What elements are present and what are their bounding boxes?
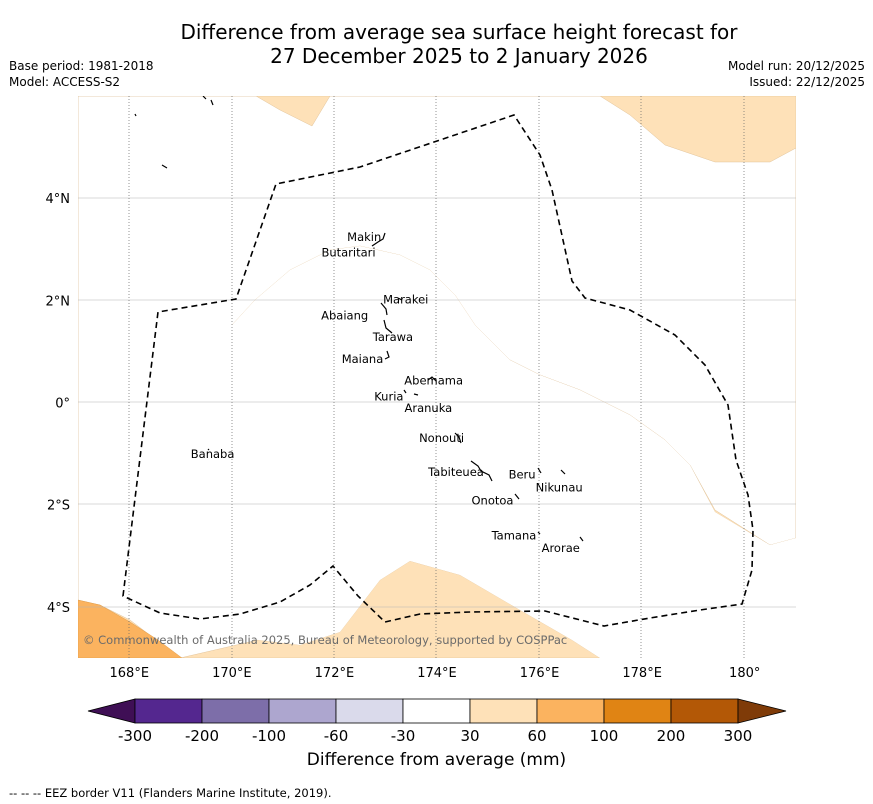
island-label: Butaritari bbox=[321, 246, 375, 260]
lon-tick-label: 168°E bbox=[110, 666, 150, 681]
island-label: Marakei bbox=[383, 292, 428, 306]
colorbar-extend-high bbox=[737, 698, 787, 724]
colorbar-tick-label: -200 bbox=[185, 727, 219, 745]
eez-border bbox=[122, 114, 754, 627]
island-label: Tabiteuea bbox=[427, 465, 484, 479]
island-label: Abaiang bbox=[321, 309, 368, 323]
colorbar-tick-labels: -300 -200 -100 -60 -30 30 60 100 200 300 bbox=[118, 727, 752, 745]
colorbar-tick-label: 300 bbox=[724, 727, 753, 745]
lon-tick-label: 172°E bbox=[315, 666, 355, 681]
eez-footnote: -- -- -- EEZ border V11 (Flanders Marine… bbox=[9, 786, 332, 800]
colorbar-segment bbox=[670, 698, 739, 724]
island-kuria-shape bbox=[403, 389, 407, 394]
meta-left: Base period: 1981-2018 Model: ACCESS-S2 bbox=[9, 58, 154, 90]
issued-date: Issued: 22/12/2025 bbox=[749, 75, 865, 89]
title-line-1: Difference from average sea surface heig… bbox=[180, 20, 738, 44]
island-label: Beru bbox=[509, 467, 536, 481]
colorbar-tick-label: -300 bbox=[118, 727, 152, 745]
colorbar-tick-label: 200 bbox=[657, 727, 686, 745]
lon-tick-label: 170°E bbox=[212, 666, 252, 681]
island-tabiteuea-shape bbox=[470, 460, 493, 482]
island-nikunau-shape bbox=[560, 469, 566, 475]
colorbar-tick-label: 60 bbox=[527, 727, 546, 745]
colorbar-segment bbox=[268, 698, 337, 724]
island-nonouti-shape bbox=[454, 432, 462, 444]
colorbar-tick-label: -60 bbox=[324, 727, 349, 745]
meta-right: Model run: 20/12/2025 Issued: 22/12/2025 bbox=[728, 58, 865, 90]
chart-title: Difference from average sea surface heig… bbox=[0, 20, 873, 68]
lon-tick-label: 174°E bbox=[417, 666, 457, 681]
island-label: Maiana bbox=[342, 352, 384, 366]
island-beru-shape bbox=[537, 467, 542, 474]
island-label: Aranuka bbox=[404, 401, 452, 415]
island-onotoa-shape bbox=[514, 493, 520, 500]
island-label: Arorae bbox=[542, 541, 580, 555]
lon-tick-label: 178°E bbox=[622, 666, 662, 681]
island-tamana-shape bbox=[537, 531, 541, 535]
island-maiana-shape bbox=[384, 350, 390, 360]
island-label: Nikunau bbox=[536, 481, 583, 495]
lon-tick-label: 176°E bbox=[520, 666, 560, 681]
island-banaba-shape bbox=[207, 448, 210, 451]
colorbar-segment bbox=[536, 698, 605, 724]
colorbar-segment bbox=[335, 698, 404, 724]
island-label: Onotoa bbox=[471, 494, 513, 508]
anomaly-60-100-region bbox=[78, 599, 183, 658]
island-label: Abemama bbox=[404, 374, 463, 388]
anomaly-white-region bbox=[90, 246, 796, 658]
colorbar-tick-label: -30 bbox=[391, 727, 416, 745]
title-line-2: 27 December 2025 to 2 January 2026 bbox=[270, 44, 648, 68]
gridlines bbox=[78, 197, 796, 608]
island-makin-shape bbox=[371, 232, 386, 247]
colorbar-tick-label: 30 bbox=[460, 727, 479, 745]
island-marshall-shapes bbox=[134, 96, 214, 169]
island-label: Tamana bbox=[491, 528, 537, 542]
island-tarawa-shape bbox=[383, 319, 393, 334]
lat-tick-label: 0° bbox=[55, 397, 70, 412]
colorbar bbox=[87, 698, 787, 724]
map-plot-area: Makin Butaritari Marakei Abaiang Tarawa Maian… bbox=[78, 96, 796, 658]
lat-tick-label: 2°S bbox=[47, 499, 70, 514]
island-abemama-shape bbox=[427, 376, 437, 382]
island-label: Kuria bbox=[374, 389, 403, 403]
colorbar-segment bbox=[201, 698, 270, 724]
colorbar-tick-label: 100 bbox=[590, 727, 619, 745]
island-labels: Makin Butaritari Marakei Abaiang Tarawa Maian… bbox=[191, 230, 583, 555]
island-marakei-shape bbox=[397, 297, 403, 301]
colorbar-tick-label: -100 bbox=[252, 727, 286, 745]
island-label: Makin bbox=[347, 230, 381, 244]
lon-gridlines bbox=[128, 96, 745, 658]
lon-tick-labels: 168°E 170°E 172°E 174°E 176°E 178°E 180° bbox=[110, 666, 761, 681]
island-label: Nonouti bbox=[419, 431, 464, 445]
colorbar-segment bbox=[603, 698, 672, 724]
colorbar-segment bbox=[402, 698, 471, 724]
copyright-notice: © Commonwealth of Australia 2025, Bureau… bbox=[83, 633, 567, 647]
island-label: Banaba bbox=[191, 447, 235, 461]
lat-tick-labels: 4°N 2°N 0° 2°S 4°S bbox=[46, 192, 71, 616]
model-name: Model: ACCESS-S2 bbox=[9, 75, 121, 89]
island-aranuka-shape bbox=[413, 393, 419, 396]
base-period: Base period: 1981-2018 bbox=[9, 59, 154, 73]
lat-tick-label: 4°S bbox=[47, 601, 70, 616]
island-abaiang-shape bbox=[380, 302, 388, 316]
colorbar-segment bbox=[469, 698, 538, 724]
model-run: Model run: 20/12/2025 bbox=[727, 59, 865, 73]
colorbar-segment bbox=[134, 698, 203, 724]
colorbar-extend-low bbox=[87, 698, 136, 724]
island-arorae-shape bbox=[579, 536, 584, 542]
colorbar-title: Difference from average (mm) bbox=[306, 750, 567, 770]
lon-tick-label: 180° bbox=[729, 666, 760, 681]
lat-tick-label: 4°N bbox=[46, 192, 71, 207]
lat-tick-label: 2°N bbox=[46, 294, 71, 309]
island-outlines bbox=[134, 96, 584, 542]
island-label: Tarawa bbox=[372, 330, 413, 344]
